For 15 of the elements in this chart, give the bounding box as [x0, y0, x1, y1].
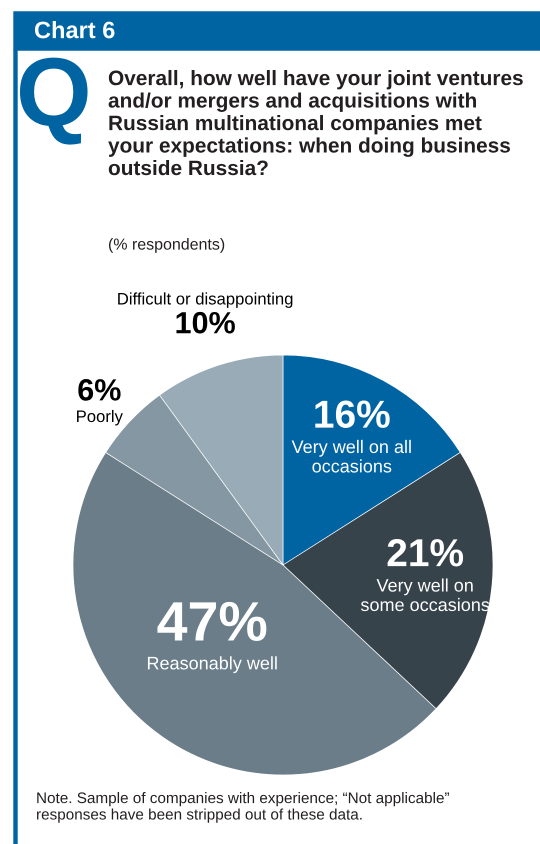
chart-subtitle: Overall, how well have your joint ventures and/or mergers and acquisitions with Russian multinational companies met your expectations: when doing business outside Russia?	[108, 70, 523, 176]
chart-title: Chart 6	[34, 20, 114, 38]
data-label: 16%	[315, 400, 390, 428]
data-label: 10%	[176, 312, 235, 334]
text: Q	[20, 58, 88, 145]
data-label: 47%	[157, 602, 266, 641]
slice-label: Difficult or disappointing	[118, 292, 292, 308]
text: Note. Sample of companies with experience; “Not applicable” responses have been stripped out of these data.	[37, 792, 449, 823]
data-label: 6%	[78, 379, 121, 401]
text: (% respondents)	[108, 238, 224, 253]
slice-label: Very well on all occasions	[292, 440, 411, 473]
slice-label: Reasonably well	[148, 656, 277, 674]
data-label: 21%	[388, 539, 464, 566]
slice-label: Poorly	[77, 410, 123, 426]
slice-label: Very well on some occasions	[360, 578, 490, 612]
